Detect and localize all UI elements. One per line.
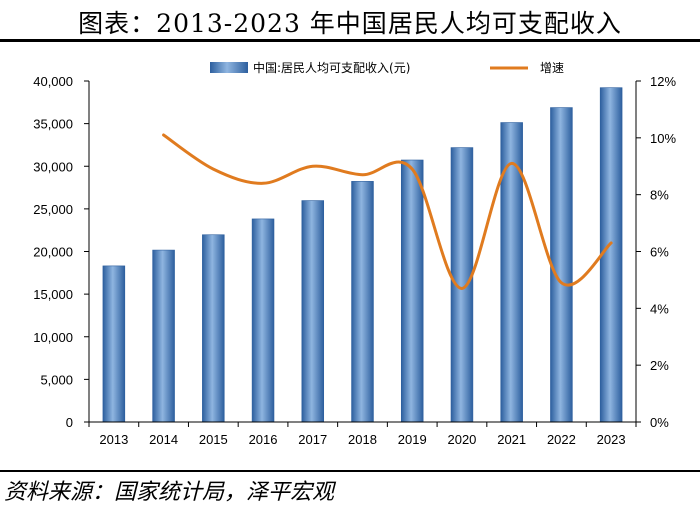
legend-label-income: 中国:居民人均可支配收入(元) [253,60,410,75]
y-right-tick-label: 4% [650,301,669,316]
legend: 中国:居民人均可支配收入(元) 增速 [210,60,564,75]
legend-label-growth: 增速 [540,61,564,75]
x-tick-label: 2021 [497,432,526,447]
y-left-tick-label: 25,000 [33,202,73,217]
axes-group: 0 5,000 10,000 15,000 20,000 25,000 30,000 35,0… [33,74,676,447]
y-right-tick-label: 6% [650,245,669,260]
title-divider [0,39,700,42]
y-left-tick-label: 5,000 [40,372,73,387]
x-tick-label: 2014 [149,432,178,447]
x-tick-label: 2023 [597,432,626,447]
y-left-tick-label: 0 [66,415,73,430]
x-tick-label: 2020 [447,432,476,447]
y-right-tick-label: 8% [650,188,669,203]
y-left-tick-label: 40,000 [33,74,73,89]
y-left-tick-label: 35,000 [33,117,73,132]
income-bar [400,159,424,423]
y-left-tick-label: 20,000 [33,245,73,260]
bars-group [102,87,623,423]
x-tick-label: 2019 [398,432,427,447]
y-right-tick-label: 12% [650,74,676,89]
x-tick-label: 2022 [547,432,576,447]
income-bar [152,249,175,423]
x-tick-label: 2016 [249,432,278,447]
income-bar [251,218,275,423]
x-tick-label: 2017 [298,432,327,447]
income-bar [351,181,374,423]
footer-divider [0,470,700,472]
x-tick-label: 2015 [199,432,228,447]
x-tick-label: 2018 [348,432,377,447]
chart-title: 图表：2013-2023 年中国居民人均可支配收入 [78,9,622,38]
growth-line-group [162,133,613,290]
y-right-tick-label: 2% [650,358,669,373]
income-chart: 中国:居民人均可支配收入(元) 增速 0 5,000 10,000 15,000 20,0… [33,60,676,447]
y-right-tick-label: 0% [650,415,669,430]
y-left-tick-label: 10,000 [33,330,73,345]
legend-swatch-income [210,62,248,73]
source-note: 资料来源：国家统计局，泽平宏观 [4,480,335,505]
income-bar [450,147,474,423]
income-bar [102,265,126,423]
income-bar [599,87,623,423]
y-left-tick-label: 30,000 [33,159,73,174]
income-bar [550,107,573,423]
income-bar [301,200,325,423]
y-right-tick-label: 10% [650,131,676,146]
income-bar [202,234,225,423]
y-left-tick-label: 15,000 [33,287,73,302]
growth-rate-line [162,133,613,290]
x-tick-label: 2013 [99,432,128,447]
